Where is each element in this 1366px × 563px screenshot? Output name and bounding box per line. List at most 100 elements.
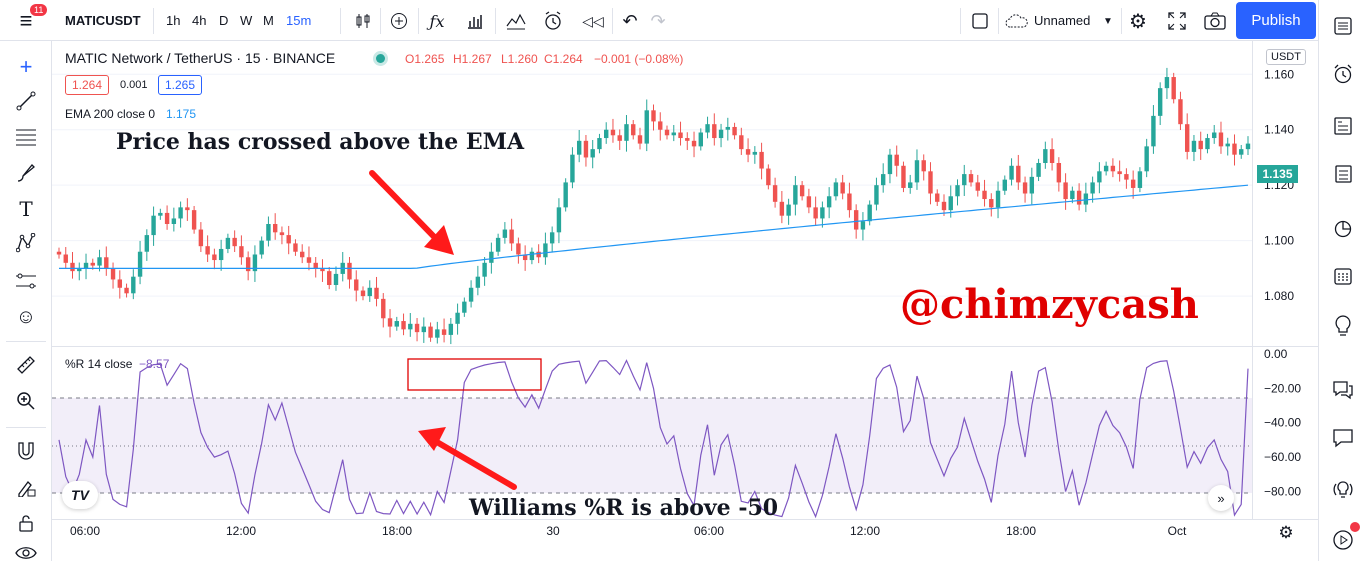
publish-button[interactable]: Publish [1236,2,1316,39]
time-tick: 06:00 [70,524,100,538]
interval-15m[interactable]: 15m [286,13,312,28]
alert-icon[interactable] [540,8,566,34]
scroll-right-button[interactable]: » [1208,485,1234,511]
candle-body [1070,190,1075,200]
time-tick: 12:00 [226,524,256,538]
layout-square-icon[interactable] [968,8,992,34]
wr-highlight-box [407,358,542,391]
axis-settings-icon[interactable]: ⚙ [1278,523,1294,542]
layout-name[interactable]: Unnamed [1034,13,1091,28]
lock-icon[interactable] [12,509,40,537]
candle-body [928,171,933,194]
candle-body [401,321,406,330]
candle-body [327,271,332,285]
candle-body [306,257,312,263]
cloud-icon[interactable] [1004,8,1030,34]
ohlc-open: O1.265 [405,52,445,66]
arrow-bottom [418,427,517,490]
play-circle-icon[interactable] [1329,526,1357,554]
interval-1h[interactable]: 1h [166,13,181,28]
candle-body [151,215,156,236]
fib-icon[interactable] [12,123,40,151]
candle-body [320,268,325,272]
candle-body [1130,179,1136,188]
candle-body [63,254,68,263]
candle-body [962,174,967,186]
currency-label[interactable]: USDT [1266,49,1306,65]
wr-tick: −80.00 [1264,484,1301,498]
last-price-tag: 1.135 [1257,165,1298,183]
smiley-icon[interactable]: ☺ [15,305,37,328]
interval-m[interactable]: M [263,13,274,28]
watchlist-icon[interactable] [1329,12,1357,40]
compare-chart-icon[interactable] [503,8,529,34]
zoom-in-icon[interactable] [12,387,40,415]
candle-body [421,326,427,333]
text-icon[interactable]: T [19,197,33,221]
notification-dot [1350,522,1360,532]
prediction-icon[interactable] [12,267,40,295]
redo-icon[interactable]: ↷ [650,10,666,31]
candles-type-icon[interactable] [350,8,376,34]
candle-body [644,110,649,144]
interval-d[interactable]: D [219,13,229,28]
menu-icon[interactable]: ≡ [19,8,33,33]
comment-icon[interactable] [1329,424,1357,452]
interval-w[interactable]: W [240,13,253,28]
candle-body [158,212,163,216]
candle-body [144,235,150,252]
candle-body [70,262,75,272]
data-window-icon[interactable] [1329,112,1357,140]
candle-body [833,182,839,197]
candle-body [685,138,690,141]
grid-calendar-icon[interactable] [1329,262,1357,290]
replay-icon[interactable]: ◁◁ [582,12,604,29]
wr-line [58,359,1249,519]
symbol-search-button[interactable]: MATICUSDT [65,13,141,28]
templates-icon[interactable] [462,8,488,34]
ema-label: EMA 200 close 0 [65,107,156,121]
candle-body [1103,165,1109,172]
hotlist-icon[interactable] [1329,160,1357,188]
lock-draw-icon[interactable] [12,473,40,501]
chart-area[interactable]: 1.160 1.140 1.120 1.100 1.080 0.00 −20.00 −40.… [52,41,1318,561]
candle-body [651,110,656,122]
trendline-icon[interactable] [12,87,40,115]
camera-icon[interactable] [1202,8,1228,34]
gear-icon[interactable]: ⚙ [1129,10,1147,33]
indicators-icon[interactable]: ƒx [429,11,445,31]
ideas-bulb-icon[interactable] [1329,312,1357,340]
candle-body [570,154,575,183]
interval-4h[interactable]: 4h [192,13,207,28]
crosshair-icon[interactable]: + [19,54,33,79]
brush-icon[interactable] [12,159,40,187]
chat-icon[interactable] [1329,376,1357,404]
candle-body [793,185,798,205]
candle-body [178,207,183,219]
fullscreen-icon[interactable] [1164,8,1190,34]
candle-body [516,243,521,255]
wr-tick: −60.00 [1264,450,1301,464]
candle-body [786,204,791,216]
broadcast-icon[interactable] [1329,476,1357,504]
alarm-clock-icon[interactable] [1329,60,1357,88]
ohlc-high: H1.267 [453,52,492,66]
candle-body [455,312,460,324]
chevron-down-icon[interactable]: ▼ [1103,15,1113,27]
buy-price-button[interactable]: 1.265 [158,75,203,95]
candle-body [1245,143,1251,150]
eye-icon[interactable] [12,543,40,563]
candle-body [1225,143,1230,147]
magnet-icon[interactable] [12,437,40,465]
calendar-icon[interactable] [1329,214,1357,242]
candle-body [110,268,116,280]
undo-icon[interactable]: ↶ [622,10,638,31]
candle-body [381,298,386,319]
time-tick: 18:00 [382,524,412,538]
compare-icon[interactable] [386,8,412,34]
pattern-icon[interactable] [12,229,40,257]
time-tick: 06:00 [694,524,724,538]
tradingview-logo[interactable]: TV [62,481,98,509]
ruler-icon[interactable] [12,351,40,379]
sell-price-button[interactable]: 1.264 [65,75,110,95]
